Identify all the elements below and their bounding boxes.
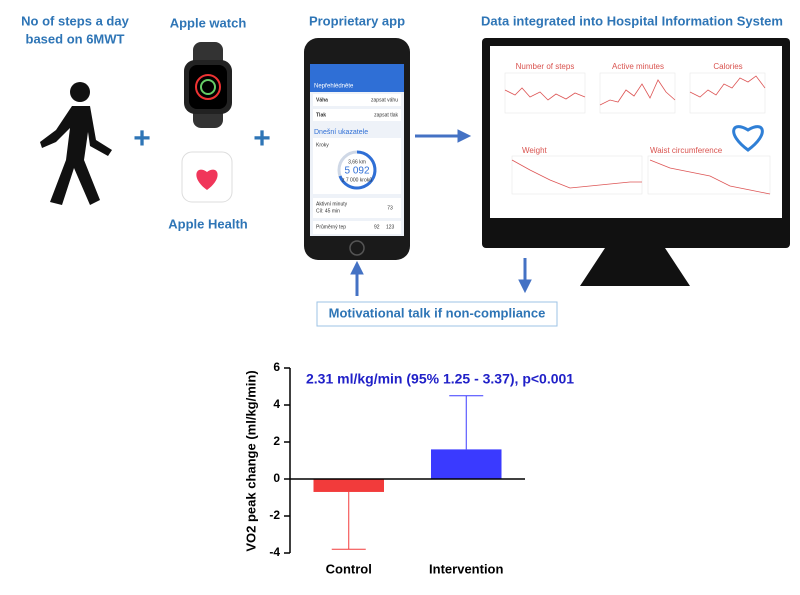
phone-text: Dnešní ukazatele — [314, 129, 368, 136]
his-label: Data integrated into Hospital Informatio… — [481, 13, 783, 28]
phone-text: 73 — [387, 205, 393, 211]
plus: + — [133, 122, 151, 155]
motivation-text: Motivational talk if non-compliance — [329, 305, 546, 320]
steps-label: No of steps a day — [21, 13, 129, 28]
phone-text: Průměrný tep — [316, 223, 346, 230]
bar — [313, 479, 384, 492]
bar — [431, 449, 502, 479]
y-tick-label: -2 — [269, 508, 280, 522]
phone-text: Aktivní minuty — [316, 201, 348, 207]
walker-icon — [40, 82, 112, 205]
phone-text: Váha — [316, 97, 328, 103]
mini-chart-title: Active minutes — [612, 62, 664, 71]
y-tick-label: 6 — [273, 360, 280, 374]
y-tick-label: 4 — [273, 397, 280, 411]
watch-label: Apple watch — [170, 15, 247, 30]
y-axis-label: VO2 peak change (ml/kg/min) — [243, 370, 258, 551]
motivation-box — [316, 301, 558, 327]
phone-text: zapsat tlak — [374, 112, 398, 118]
phone-text: 92 — [374, 224, 380, 230]
app-label: Proprietary app — [309, 13, 405, 28]
x-tick-label: Control — [326, 561, 372, 576]
phone-text: Kroky — [316, 142, 329, 148]
watch-icon — [184, 42, 232, 128]
phone: Nepřehlédněte Váha zapsat váhu Tlak zaps… — [304, 38, 410, 260]
phone-text: zapsat váhu — [371, 97, 398, 103]
steps-label: based on 6MWT — [26, 31, 125, 46]
mini-chart-title: Calories — [713, 62, 742, 71]
phone-text: Tlak — [316, 112, 326, 118]
chart: 2.31 ml/kg/min (95% 1.25 - 3.37), p<0.00… — [243, 360, 574, 576]
phone-text: Nepřehlédněte — [314, 84, 354, 90]
monitor: Number of steps Active minutes Calories … — [482, 38, 790, 286]
mini-chart-title: Waist circumference — [650, 146, 723, 155]
phone-text: z 7 000 kroků — [342, 176, 372, 183]
arrows — [350, 129, 532, 296]
phone-text: Cíl: 45 min — [316, 208, 340, 214]
plus: + — [253, 122, 271, 155]
mini-chart-title: Number of steps — [516, 62, 575, 71]
y-tick-label: 2 — [273, 434, 280, 448]
y-tick-label: 0 — [273, 471, 280, 485]
phone-text: 5 092 — [344, 166, 369, 177]
annotation: 2.31 ml/kg/min (95% 1.25 - 3.37), p<0.00… — [306, 371, 574, 387]
health-label: Apple Health — [168, 216, 248, 231]
phone-text: 123 — [386, 224, 395, 230]
mini-chart-title: Weight — [522, 146, 548, 155]
x-tick-label: Intervention — [429, 561, 503, 576]
y-tick-label: -4 — [269, 545, 280, 559]
health-icon — [181, 151, 233, 203]
phone-text: 3,66 km — [348, 159, 366, 165]
